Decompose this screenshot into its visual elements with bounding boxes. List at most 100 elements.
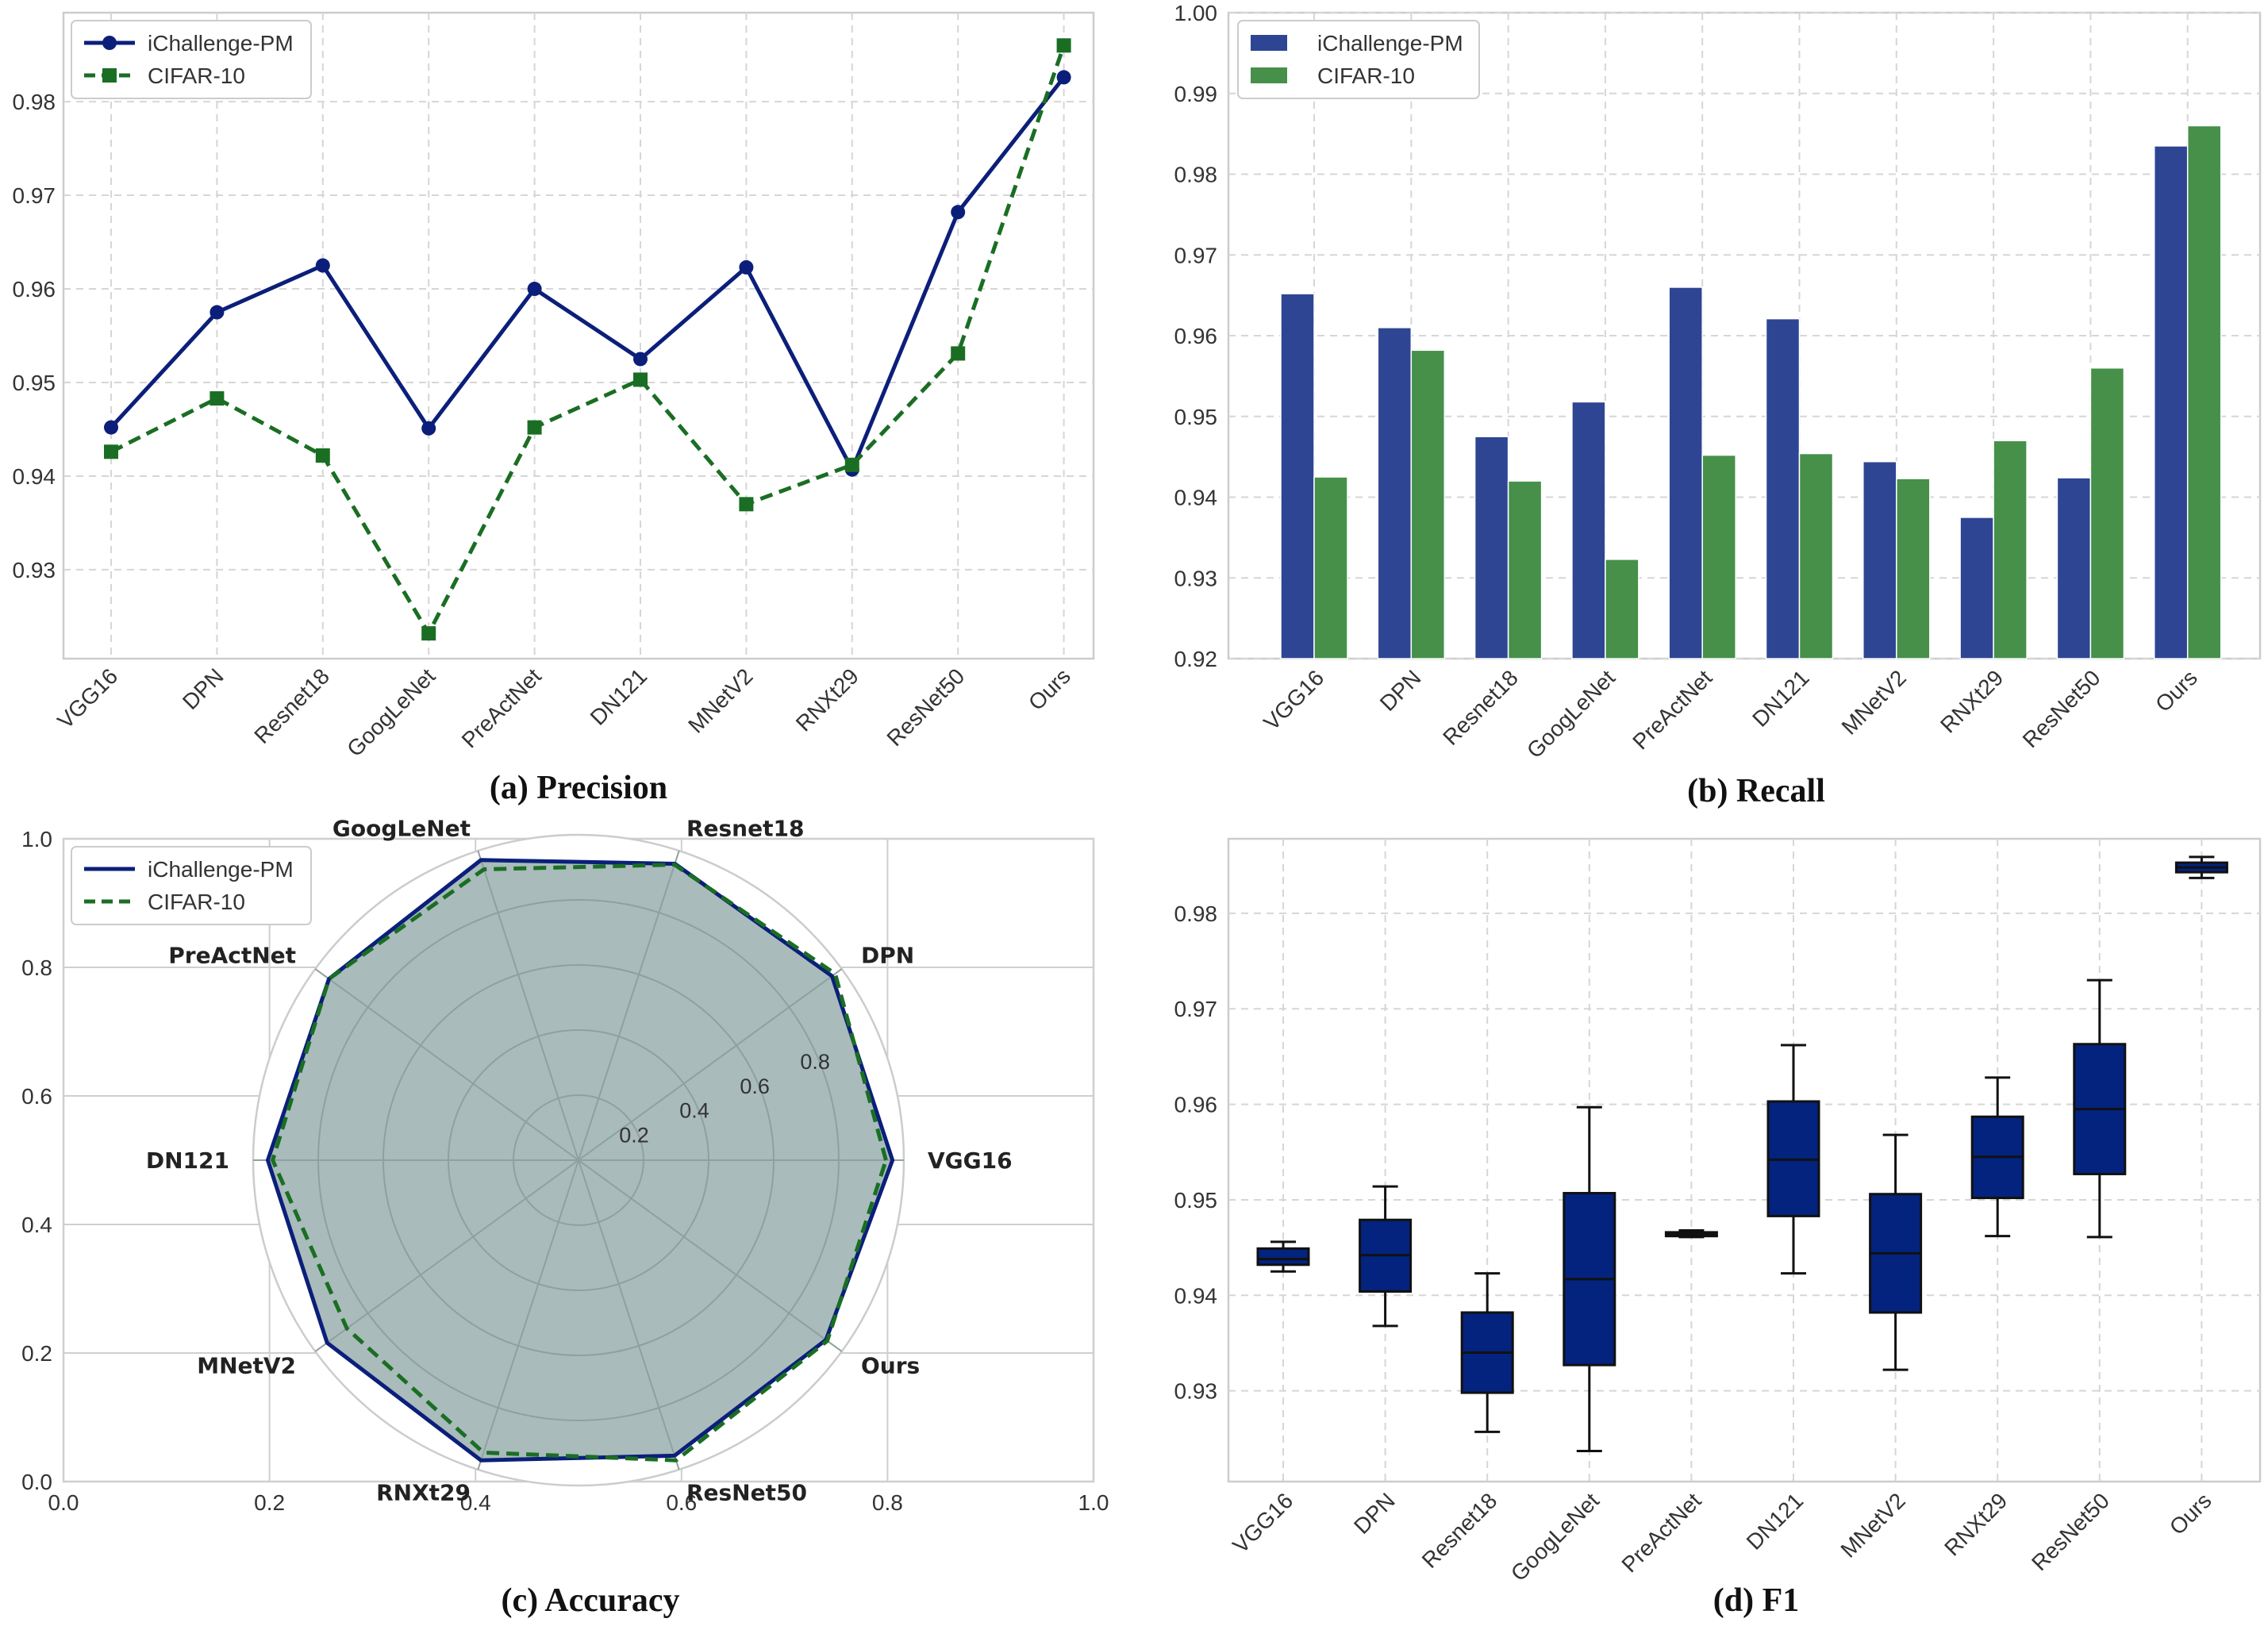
radar-spoke — [578, 1159, 680, 1470]
radar-spoke — [314, 968, 579, 1161]
point-cifar-10-dn121 — [633, 372, 648, 387]
bar-cifar-10-preactnet — [1701, 454, 1736, 659]
radar-label-resnet50: ResNet50 — [686, 1479, 807, 1505]
accuracy-legend: iChallenge-PM CIFAR-10 — [71, 846, 312, 925]
frame-y-tick-label: 0.2 — [21, 1341, 52, 1366]
x-tick-rnxt29: RNXt29 — [1935, 665, 2008, 737]
precision-y-ticks: 0.93 0.94 0.95 0.96 0.97 0.98 — [13, 90, 56, 582]
frame-x-tick-label: 0.0 — [48, 1490, 79, 1515]
x-tick-ours: Ours — [1024, 663, 1075, 715]
bar-ichallenge-pm-dpn — [1377, 327, 1413, 659]
precision-grid — [63, 13, 1094, 659]
radar-label-preactnet: PreActNet — [168, 942, 296, 968]
y-tick-label: 0.94 — [13, 464, 56, 489]
x-tick-resnet18: Resnet18 — [1438, 665, 1523, 750]
radar-spoke — [578, 850, 680, 1161]
precision-x-ticks: VGG16 DPN Resnet18 GoogLeNet PreActNet DN121 M… — [52, 663, 1075, 761]
bar-cifar-10-rnxt29 — [1993, 440, 2028, 659]
radar-label-dn121: DN121 — [146, 1147, 229, 1174]
legend-label-ichallenge: iChallenge-PM — [148, 857, 294, 882]
f1-plot-frame — [1227, 837, 2262, 1483]
radar-label-mnetv2: MNetV2 — [197, 1353, 296, 1379]
x-tick-dn121: DN121 — [1742, 1488, 1809, 1555]
point-ichallenge-pm-mnetv2 — [739, 259, 754, 275]
bar-ichallenge-pm-preactnet — [1668, 286, 1703, 659]
x-tick-mnetv2: MNetV2 — [1837, 665, 1911, 739]
y-tick-label: 0.97 — [1174, 997, 1218, 1021]
precision-series — [104, 38, 1071, 641]
point-ichallenge-pm-vgg16 — [104, 420, 118, 435]
frame-y-tick-label: 0.8 — [21, 955, 52, 980]
frame-x-tick-label: 0.4 — [460, 1490, 491, 1515]
radar-label-googlenet: GoogLeNet — [333, 816, 471, 842]
legend-marker-ichallenge — [102, 36, 117, 50]
radar-label-rnxt29: RNXt29 — [376, 1479, 471, 1505]
x-tick-resnet18: Resnet18 — [1417, 1488, 1502, 1573]
legend-swatch-cifar — [1251, 67, 1287, 83]
y-tick-label: 0.94 — [1174, 486, 1218, 510]
frame-y-tick-label: 0.0 — [21, 1470, 52, 1494]
bar-cifar-10-dpn — [1410, 349, 1446, 659]
point-ichallenge-pm-dpn — [210, 305, 225, 320]
y-tick-label: 0.98 — [13, 90, 56, 114]
precision-legend: iChallenge-PM CIFAR-10 — [71, 20, 312, 99]
legend-box — [71, 846, 312, 925]
x-tick-dn121: DN121 — [1747, 665, 1814, 732]
frame-x-tick-label: 0.8 — [872, 1490, 903, 1515]
y-tick-label: 0.98 — [1174, 163, 1218, 187]
y-tick-label: 0.95 — [1174, 1188, 1218, 1213]
recall-bars — [1280, 125, 2222, 659]
frame-x-tick-label: 0.2 — [254, 1490, 285, 1515]
precision-caption: (a) Precision — [490, 770, 667, 806]
f1-panel: 0.93 0.94 0.95 0.96 0.97 0.98 VGG16 DPN Resnet1… — [1174, 837, 2262, 1619]
legend-label-ichallenge: iChallenge-PM — [148, 31, 294, 56]
x-tick-ours: Ours — [2151, 665, 2202, 717]
recall-caption: (b) Recall — [1687, 773, 1825, 809]
x-tick-preactnet: PreActNet — [1628, 665, 1716, 754]
bar-ichallenge-pm-rnxt29 — [1959, 517, 1994, 659]
x-tick-rnxt29: RNXt29 — [791, 663, 863, 736]
accuracy-caption: (c) Accuracy — [501, 1582, 679, 1619]
radar-r-tick-label: 0.6 — [740, 1074, 770, 1098]
x-tick-dpn: DPN — [1349, 1488, 1400, 1539]
bar-cifar-10-mnetv2 — [1896, 478, 1931, 659]
bar-cifar-10-vgg16 — [1313, 476, 1348, 659]
y-tick-label: 0.95 — [1174, 405, 1218, 429]
y-tick-label: 0.97 — [13, 183, 56, 208]
point-cifar-10-ours — [1056, 38, 1071, 53]
y-tick-label: 0.94 — [1174, 1283, 1218, 1308]
frame-y-tick-label: 1.0 — [21, 827, 52, 851]
radar-label-vgg16: VGG16 — [928, 1147, 1013, 1174]
frame-x-tick-label: 1.0 — [1078, 1490, 1109, 1515]
radar-label-resnet18: Resnet18 — [686, 816, 805, 842]
recall-panel: 0.92 0.93 0.94 0.95 0.96 0.97 0.98 0.99 1.00 VGG… — [1174, 1, 2262, 809]
point-cifar-10-rnxt29 — [844, 457, 859, 472]
x-tick-vgg16: VGG16 — [1259, 665, 1328, 735]
y-tick-label: 1.00 — [1174, 1, 1218, 25]
bar-cifar-10-googlenet — [1605, 559, 1639, 659]
point-ichallenge-pm-preactnet — [527, 282, 542, 297]
point-ichallenge-pm-dn121 — [633, 352, 648, 367]
x-tick-googlenet: GoogLeNet — [1522, 665, 1620, 763]
radar-series-cifar-10 — [271, 863, 888, 1463]
frame-x-tick-label: 0.6 — [666, 1490, 697, 1515]
y-tick-label: 0.96 — [1174, 324, 1218, 348]
radar-spoke — [578, 968, 843, 1161]
bar-cifar-10-resnet50 — [2089, 367, 2125, 659]
point-cifar-10-mnetv2 — [739, 497, 754, 512]
y-tick-label: 0.99 — [1174, 82, 1218, 106]
x-tick-preactnet: PreActNet — [457, 663, 546, 752]
accuracy-radar: 0.2 0.4 0.6 0.8 VGG16 DPN Resnet18 GoogLeNet Pre… — [146, 816, 1013, 1506]
x-tick-vgg16: VGG16 — [1228, 1488, 1297, 1558]
f1-x-ticks: VGG16 DPN Resnet18 GoogLeNet PreActNet DN121 M… — [1228, 1488, 2216, 1586]
radar-label-ours: Ours — [861, 1353, 920, 1379]
bar-ichallenge-pm-ours — [2153, 145, 2189, 659]
x-tick-dpn: DPN — [178, 663, 229, 714]
f1-caption: (d) F1 — [1713, 1582, 1800, 1619]
radar-r-tick-label: 0.2 — [619, 1123, 649, 1147]
radar-spoke — [477, 1159, 579, 1470]
frame-y-tick-label: 0.4 — [21, 1213, 52, 1237]
legend-label-cifar: CIFAR-10 — [1317, 63, 1415, 88]
x-tick-ours: Ours — [2165, 1488, 2216, 1540]
point-cifar-10-googlenet — [421, 626, 436, 641]
